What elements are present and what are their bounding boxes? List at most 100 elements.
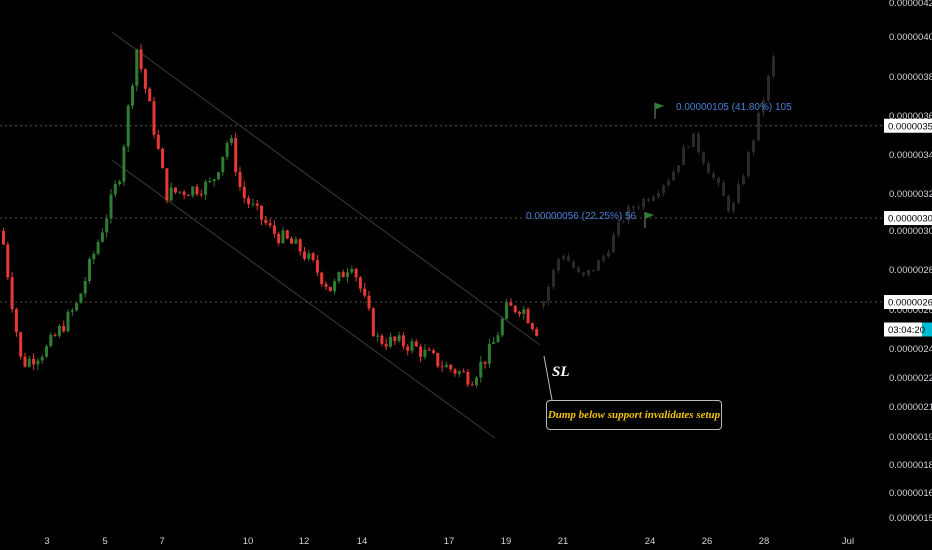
candle-body: [234, 138, 238, 173]
candle-body: [19, 332, 23, 357]
candle-body: [522, 309, 526, 314]
candle-body: [341, 272, 345, 278]
projection-body: [737, 184, 740, 204]
candle-body: [53, 334, 57, 336]
projection-body: [712, 173, 715, 178]
candle-body: [148, 88, 152, 102]
candle-body: [14, 309, 18, 333]
candle-body: [264, 219, 268, 224]
candle-body: [79, 293, 83, 304]
candle-body: [333, 281, 337, 292]
candle-body: [358, 277, 362, 289]
price-tag-label: 0.00000307: [888, 214, 932, 225]
candle-body: [427, 349, 431, 351]
candle-body: [62, 326, 66, 332]
time-tick-label: 21: [558, 536, 569, 547]
candle-body: [70, 310, 74, 312]
projection-body: [752, 140, 755, 153]
candle-body: [268, 223, 272, 226]
candle-body: [518, 311, 521, 314]
projection-body: [572, 261, 575, 269]
candle-body: [152, 101, 156, 135]
projection-body: [747, 152, 750, 177]
countdown-label: 03:04:20: [888, 325, 925, 336]
candle-body: [406, 346, 410, 351]
time-tick-label: Jul: [842, 536, 854, 547]
candle-body: [45, 346, 48, 357]
candle-body: [505, 302, 509, 319]
projection-body: [607, 252, 610, 257]
time-axis[interactable]: 3 5 7 10 12 14 17 19 21 24 26 28 Jul: [44, 536, 854, 547]
channel-lower: [111, 159, 496, 439]
candle-body: [105, 218, 109, 233]
candle-body: [208, 181, 212, 183]
candle-body: [354, 268, 358, 278]
projection-body: [767, 75, 770, 101]
candle-body: [169, 187, 173, 201]
projection-body: [652, 196, 655, 201]
candle-body: [457, 371, 461, 374]
projection-body: [772, 56, 775, 76]
candle-body: [92, 253, 96, 260]
candle-body: [513, 305, 517, 312]
candle-body: [462, 371, 466, 373]
candle-body: [75, 303, 79, 311]
candle-body: [470, 384, 474, 386]
candle-body: [88, 259, 91, 282]
invalidation-note-text: Dump below support invalidates setup: [547, 409, 721, 421]
candle-body: [328, 286, 332, 292]
candle-body: [303, 251, 306, 259]
price-tag: [884, 118, 932, 133]
candle-body: [401, 335, 405, 347]
target-flag: [645, 212, 654, 220]
time-tick-label: 17: [444, 536, 455, 547]
candle-body: [526, 309, 530, 324]
candle-body: [419, 346, 423, 357]
candle-body: [229, 138, 233, 144]
candle-body: [414, 341, 418, 347]
target-label: 0.00000056 (22.25%) 56: [526, 211, 637, 222]
candle-body: [487, 343, 491, 364]
candle-body: [49, 334, 53, 347]
candle-body: [139, 49, 143, 70]
candle-body: [182, 191, 186, 195]
projection-body: [682, 146, 685, 166]
candle-body: [66, 311, 70, 332]
candle-body: [122, 146, 126, 182]
candle-body: [225, 143, 229, 157]
candle-body: [247, 198, 251, 205]
projection-body: [622, 221, 625, 223]
candle-body: [320, 272, 324, 284]
candle-body: [217, 172, 220, 180]
candle-body: [195, 186, 199, 195]
candle-body: [27, 358, 31, 367]
candle-body: [40, 356, 44, 361]
projection-body: [687, 146, 690, 148]
projection-body: [642, 198, 645, 208]
projection-body: [742, 176, 745, 185]
candle-body: [444, 364, 448, 368]
price-tags: 0.00000355 0.00000307 0.00000264 03:04:20: [884, 118, 932, 337]
price-tick-label: 0.00000225: [889, 373, 932, 384]
projection-body: [637, 207, 640, 209]
candle-body: [23, 356, 27, 367]
candle-body: [436, 352, 440, 367]
time-tick-label: 28: [759, 536, 770, 547]
candle-body: [165, 168, 169, 201]
candle-body: [311, 253, 315, 261]
candle-body: [10, 277, 14, 310]
price-tick-label: 0.00000166: [889, 488, 932, 499]
projection-body: [632, 206, 635, 209]
candle-body: [2, 231, 5, 245]
projection-candles: [542, 54, 775, 310]
time-tick-label: 5: [102, 536, 107, 547]
projection-body: [612, 234, 615, 253]
projection-body: [597, 260, 600, 271]
projection-body: [692, 133, 695, 147]
